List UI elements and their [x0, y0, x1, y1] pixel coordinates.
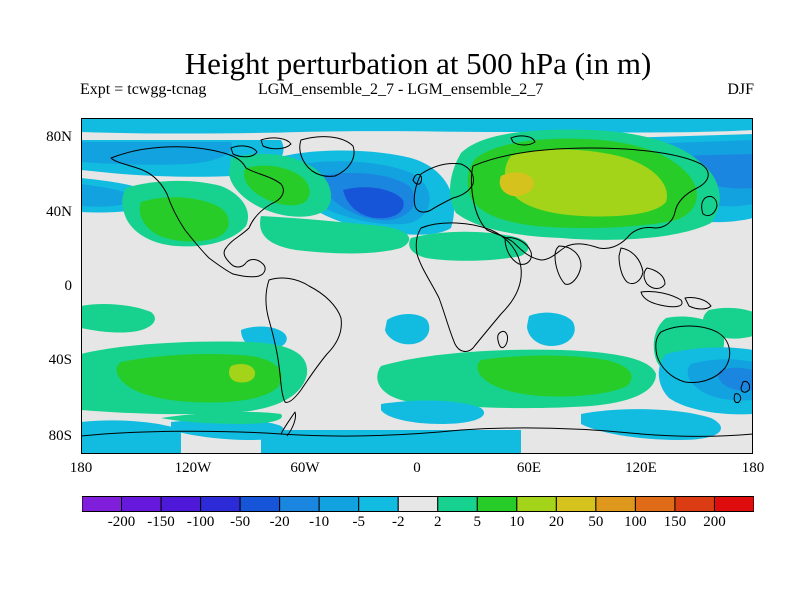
lat-label-0: 0: [64, 278, 73, 294]
colorbar-tick-label: -10: [309, 514, 330, 530]
colorbar-tick-label: 150: [663, 514, 687, 530]
lat-label-80s: 80S: [48, 428, 72, 444]
coastline-antarctic-peninsula: [280, 411, 296, 437]
colorbar-swatch: [239, 496, 281, 512]
lon-label-120w: 120W: [174, 460, 212, 476]
colorbar-swatch: [713, 496, 754, 512]
coastlines: [81, 135, 753, 437]
contour-neg-arctic-top: [81, 118, 753, 134]
coastline-arctic-islands: [230, 135, 536, 158]
colorbar-swatch: [121, 496, 162, 512]
colorbar-tick-label: 5: [473, 514, 482, 530]
contour-neg-antarctic-edge: [261, 430, 521, 454]
colorbar-tick-label: -2: [391, 514, 405, 530]
experiment-label: Expt = tcwgg-tcnag: [80, 81, 207, 98]
height-perturbation-map: [81, 118, 753, 454]
coastline-madagascar: [497, 331, 508, 349]
contour-pos-antarctic-strip: [161, 411, 282, 424]
contour-pos-eurasia-peak: [499, 172, 534, 196]
plot-title: Height perturbation at 500 hPa (in m): [184, 46, 652, 81]
contour-pos-mideast: [409, 231, 529, 261]
contour-pos-atlantic-band-inner: [244, 165, 310, 206]
coastline-australia: [655, 325, 731, 383]
contour-neg-north-atlantic-min: [343, 187, 404, 219]
contour-pos-trop-pacific: [81, 304, 155, 333]
lon-label-120e: 120E: [625, 460, 657, 476]
coastline-greenland: [299, 136, 355, 177]
contour-pos-south-pacific-peak: [229, 364, 256, 383]
colorbar-tick-label: 200: [703, 514, 726, 530]
map-frame: [81, 118, 753, 454]
colorbar-swatch: [200, 496, 241, 512]
colorbar-swatch: [82, 496, 123, 512]
coastline-uk: [412, 173, 422, 185]
colorbar-swatch: [555, 496, 597, 512]
colorbar-swatch: [674, 496, 715, 512]
colorbar-swatch: [279, 496, 320, 512]
colorbar-tick-label: -100: [186, 514, 215, 530]
colorbar-tick-label: 50: [588, 514, 604, 530]
ensemble-label: LGM_ensemble_2_7 - LGM_ensemble_2_7: [258, 81, 544, 98]
colorbar-swatch: [516, 496, 557, 512]
contour-pos-subtropical: [260, 216, 410, 254]
colorbar-tick-label: -50: [230, 514, 251, 530]
contour-neg-antarctic-rim: [81, 420, 181, 454]
colorbar-swatch: [595, 496, 636, 512]
coastline-japan: [701, 195, 718, 217]
coastline-asia: [471, 147, 709, 261]
colorbar-tick-label: -20: [269, 514, 290, 530]
colorbar-swatch: [358, 496, 399, 512]
colorbar-tick-label: 100: [624, 514, 647, 530]
contour-neg-antarctic-center: [381, 400, 485, 424]
contour-neg-sw-pacific-core: [718, 367, 753, 391]
coastline-indonesia: [640, 291, 712, 310]
colorbar-tick-label: 10: [509, 514, 525, 530]
colorbar-swatch: [318, 496, 360, 512]
colorbar-swatch: [160, 496, 202, 512]
colorbar-tick-label: -200: [107, 514, 136, 530]
lon-label-60w: 60W: [290, 460, 320, 476]
coastline-antarctica: [81, 427, 753, 437]
coastline-india: [554, 245, 582, 285]
contour-neg-southern-ocean: [171, 419, 285, 440]
colorbar-tick-label: -150: [147, 514, 175, 530]
coastline-new-zealand: [733, 381, 750, 403]
season-label: DJF: [727, 81, 754, 98]
coastline-north-america: [110, 146, 284, 278]
contour-pos-eurasia-high: [505, 149, 667, 217]
coastline-se-asia: [618, 247, 666, 289]
lon-label-180e: 180: [741, 460, 765, 476]
lat-label-80n: 80N: [46, 129, 72, 145]
coastline-arabia: [504, 237, 532, 265]
colorbar-swatch: [437, 496, 478, 512]
colorbar-tick-label: 20: [548, 514, 564, 530]
colorbar-tick-label: 2: [434, 514, 442, 530]
coastline-europe: [413, 163, 474, 213]
contour-neg-antarctic-east: [581, 409, 721, 440]
lat-label-40n: 40N: [46, 204, 72, 220]
lat-label-40s: 40S: [48, 352, 72, 368]
lon-label-180w: 180: [69, 460, 93, 476]
colorbar-swatch: [476, 496, 518, 512]
colorbar-tick-label: -5: [352, 514, 365, 530]
colorbar: [82, 496, 754, 512]
coastline-south-america: [265, 277, 342, 403]
contour-neg-trop-indian: [527, 312, 575, 346]
lon-label-60e: 60E: [516, 460, 542, 476]
colorbar-swatch: [397, 496, 439, 512]
contour-pos-south-atlantic-inner: [477, 355, 632, 397]
lon-label-0: 0: [413, 460, 421, 476]
contour-pos-north-america-inner: [139, 197, 229, 242]
colorbar-swatch: [634, 496, 676, 512]
contour-neg-trop-atlantic: [385, 314, 430, 345]
